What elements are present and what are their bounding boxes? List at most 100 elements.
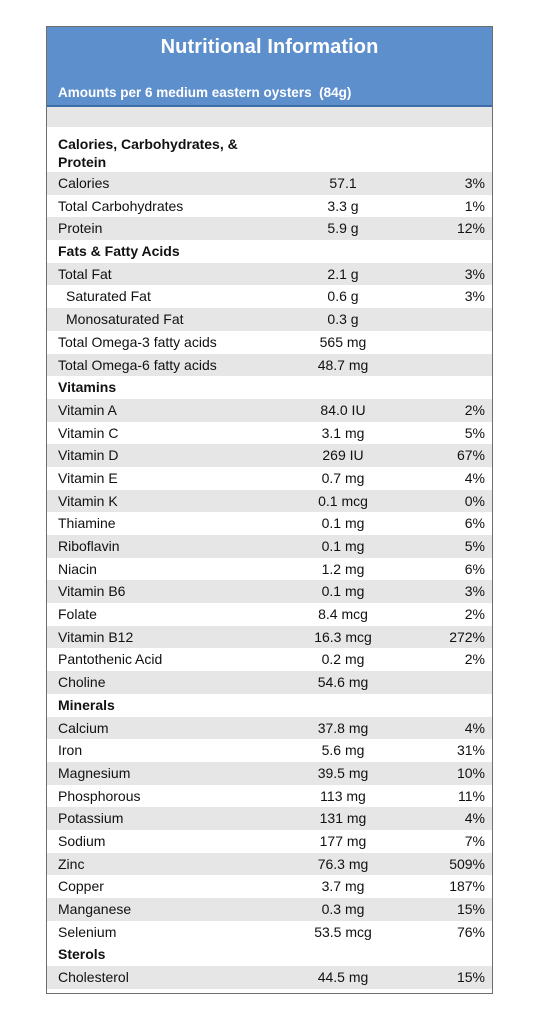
- section-header: Fats & Fatty Acids: [47, 240, 492, 263]
- nutrient-amount: 0.7 mg: [321, 469, 365, 486]
- nutrient-amount: 16.3 mcg: [314, 628, 372, 645]
- daily-value-percent: 7%: [464, 832, 485, 849]
- section-header: Calories, Carbohydrates, & Protein: [47, 127, 492, 172]
- daily-value-percent: 0%: [464, 492, 485, 509]
- section-title: Vitamins: [58, 379, 117, 396]
- nutrient-name: Cholesterol: [58, 969, 129, 986]
- nutrient-name: Total Fat: [58, 265, 112, 282]
- daily-value-percent: 3%: [464, 265, 485, 282]
- nutrient-amount: 39.5 mg: [317, 764, 369, 781]
- nutrient-amount: 0.3 mg: [321, 901, 365, 917]
- nutrient-name: Vitamin B6: [58, 583, 126, 600]
- daily-value-percent: 31%: [456, 742, 485, 759]
- nutrient-row: Saturated Fat 0.6 g 3%: [47, 285, 492, 308]
- nutrient-name: Vitamin K: [58, 492, 118, 509]
- nutrient-row: Vitamin B12 16.3 mcg 272%: [47, 625, 492, 649]
- nutrient-row: Zinc 76.3 mg 509%: [47, 852, 492, 876]
- nutrient-row: Potassium 131 mg 4%: [47, 807, 492, 830]
- nutrient-name: Total Omega-6 fatty acids: [58, 356, 217, 373]
- nutrient-amount: 177 mg: [319, 832, 367, 849]
- nutrition-card: Nutritional Information Amounts per 6 me…: [46, 26, 493, 994]
- daily-value-percent: 3%: [464, 583, 485, 600]
- daily-value-percent: 2%: [464, 401, 485, 418]
- nutrient-name: Zinc: [58, 855, 85, 872]
- nutrient-name: Calcium: [58, 719, 109, 736]
- nutrient-amount: 57.1: [329, 175, 357, 191]
- nutrition-table: Calories, Carbohydrates, & Protein Calori…: [47, 107, 492, 989]
- daily-value-percent: 272%: [449, 628, 485, 645]
- daily-value-percent: 1%: [464, 197, 485, 214]
- nutrient-amount: 0.3 g: [327, 311, 359, 328]
- nutrient-row: Choline 54.6 mg: [47, 671, 492, 694]
- nutrient-name: Vitamin D: [58, 447, 119, 464]
- nutrient-name: Protein: [58, 220, 103, 237]
- nutrient-row: Phosphorous 113 mg 11%: [47, 785, 492, 808]
- nutrient-row: Folate 8.4 mcg 2%: [47, 603, 492, 626]
- daily-value-percent: 10%: [456, 764, 485, 781]
- nutrient-row: Vitamin B6 0.1 mg 3%: [47, 580, 492, 604]
- nutrient-row: Selenium 53.5 mcg 76%: [47, 921, 492, 944]
- nutrient-row: Sodium 177 mg 7%: [47, 830, 492, 853]
- daily-value-percent: 12%: [456, 220, 485, 237]
- nutrient-row: Calcium 37.8 mg 4%: [47, 716, 492, 740]
- nutrient-name: Copper: [58, 878, 104, 895]
- nutrient-name: Calories: [58, 175, 110, 191]
- daily-value-percent: 6%: [464, 560, 485, 577]
- daily-value-percent: 67%: [456, 447, 485, 464]
- daily-value-percent: 15%: [456, 969, 485, 986]
- nutrient-row: Vitamin D 269 IU 67%: [47, 444, 492, 467]
- nutrient-amount: 48.7 mg: [317, 356, 369, 373]
- daily-value-percent: 2%: [464, 606, 485, 623]
- nutrient-row: Vitamin A 84.0 IU 2%: [47, 398, 492, 422]
- nutrient-name: Riboflavin: [58, 538, 120, 554]
- nutrient-row: Iron 5.6 mg 31%: [47, 739, 492, 762]
- daily-value-percent: 11%: [458, 787, 485, 804]
- nutrient-row: Vitamin C 3.1 mg 5%: [47, 422, 492, 445]
- nutrient-amount: 0.1 mcg: [318, 492, 368, 509]
- nutrient-name: Choline: [58, 674, 106, 691]
- nutrient-amount: 44.5 mg: [317, 969, 369, 986]
- section-header: Vitamins: [47, 376, 492, 399]
- nutrient-amount: 3.7 mg: [321, 878, 365, 895]
- daily-value-percent: 6%: [464, 515, 485, 532]
- nutrient-name: Manganese: [58, 901, 132, 917]
- daily-value-percent: 5%: [464, 538, 485, 554]
- section-title: Minerals: [58, 696, 115, 713]
- nutrient-amount: 0.1 mg: [321, 515, 365, 532]
- nutrient-amount: 53.5 mcg: [314, 923, 372, 940]
- nutrient-row: Vitamin K 0.1 mcg 0%: [47, 489, 492, 513]
- nutrient-amount: 8.4 mcg: [318, 606, 368, 623]
- nutrient-amount: 0.1 mg: [321, 583, 365, 600]
- nutrient-amount: 0.1 mg: [321, 538, 365, 554]
- nutrient-name: Pantothenic Acid: [58, 651, 163, 668]
- nutrient-amount: 1.2 mg: [321, 560, 365, 577]
- daily-value-percent: 187%: [449, 878, 485, 895]
- daily-value-percent: 76%: [456, 923, 485, 940]
- serving-size-text: Amounts per 6 medium eastern oysters (84…: [58, 85, 352, 100]
- section-title: Calories, Carbohydrates, & Protein: [58, 136, 238, 170]
- nutrient-amount: 565 mg: [319, 333, 367, 350]
- nutrient-row: Manganese 0.3 mg 15%: [47, 898, 492, 921]
- nutrient-amount: 131 mg: [319, 810, 367, 827]
- nutrient-row: Cholesterol 44.5 mg 15%: [47, 966, 492, 989]
- section-title: Fats & Fatty Acids: [58, 243, 180, 260]
- daily-value-percent: 15%: [456, 901, 485, 917]
- nutrient-amount: 76.3 mg: [317, 855, 369, 872]
- nutrient-amount: 3.3 g: [327, 197, 359, 214]
- nutrient-name: Selenium: [58, 923, 117, 940]
- table-spacer: [47, 107, 492, 127]
- daily-value-percent: 2%: [464, 651, 485, 668]
- nutrient-row: Calories 57.1 3%: [47, 172, 492, 195]
- nutrient-row: Riboflavin 0.1 mg 5%: [47, 535, 492, 558]
- nutrient-name: Phosphorous: [58, 787, 141, 804]
- nutrient-amount: 3.1 mg: [321, 424, 365, 441]
- nutrient-row: Total Omega-3 fatty acids 565 mg: [47, 331, 492, 354]
- nutrient-name: Total Carbohydrates: [58, 197, 184, 214]
- nutrient-name: Total Omega-3 fatty acids: [58, 333, 217, 350]
- nutrient-name: Potassium: [58, 810, 124, 827]
- nutrient-name: Magnesium: [58, 764, 131, 781]
- nutrient-name: Vitamin B12: [58, 628, 134, 645]
- daily-value-percent: 3%: [464, 288, 485, 305]
- nutrient-name: Sodium: [58, 832, 106, 849]
- nutrient-row: Total Carbohydrates 3.3 g 1%: [47, 195, 492, 218]
